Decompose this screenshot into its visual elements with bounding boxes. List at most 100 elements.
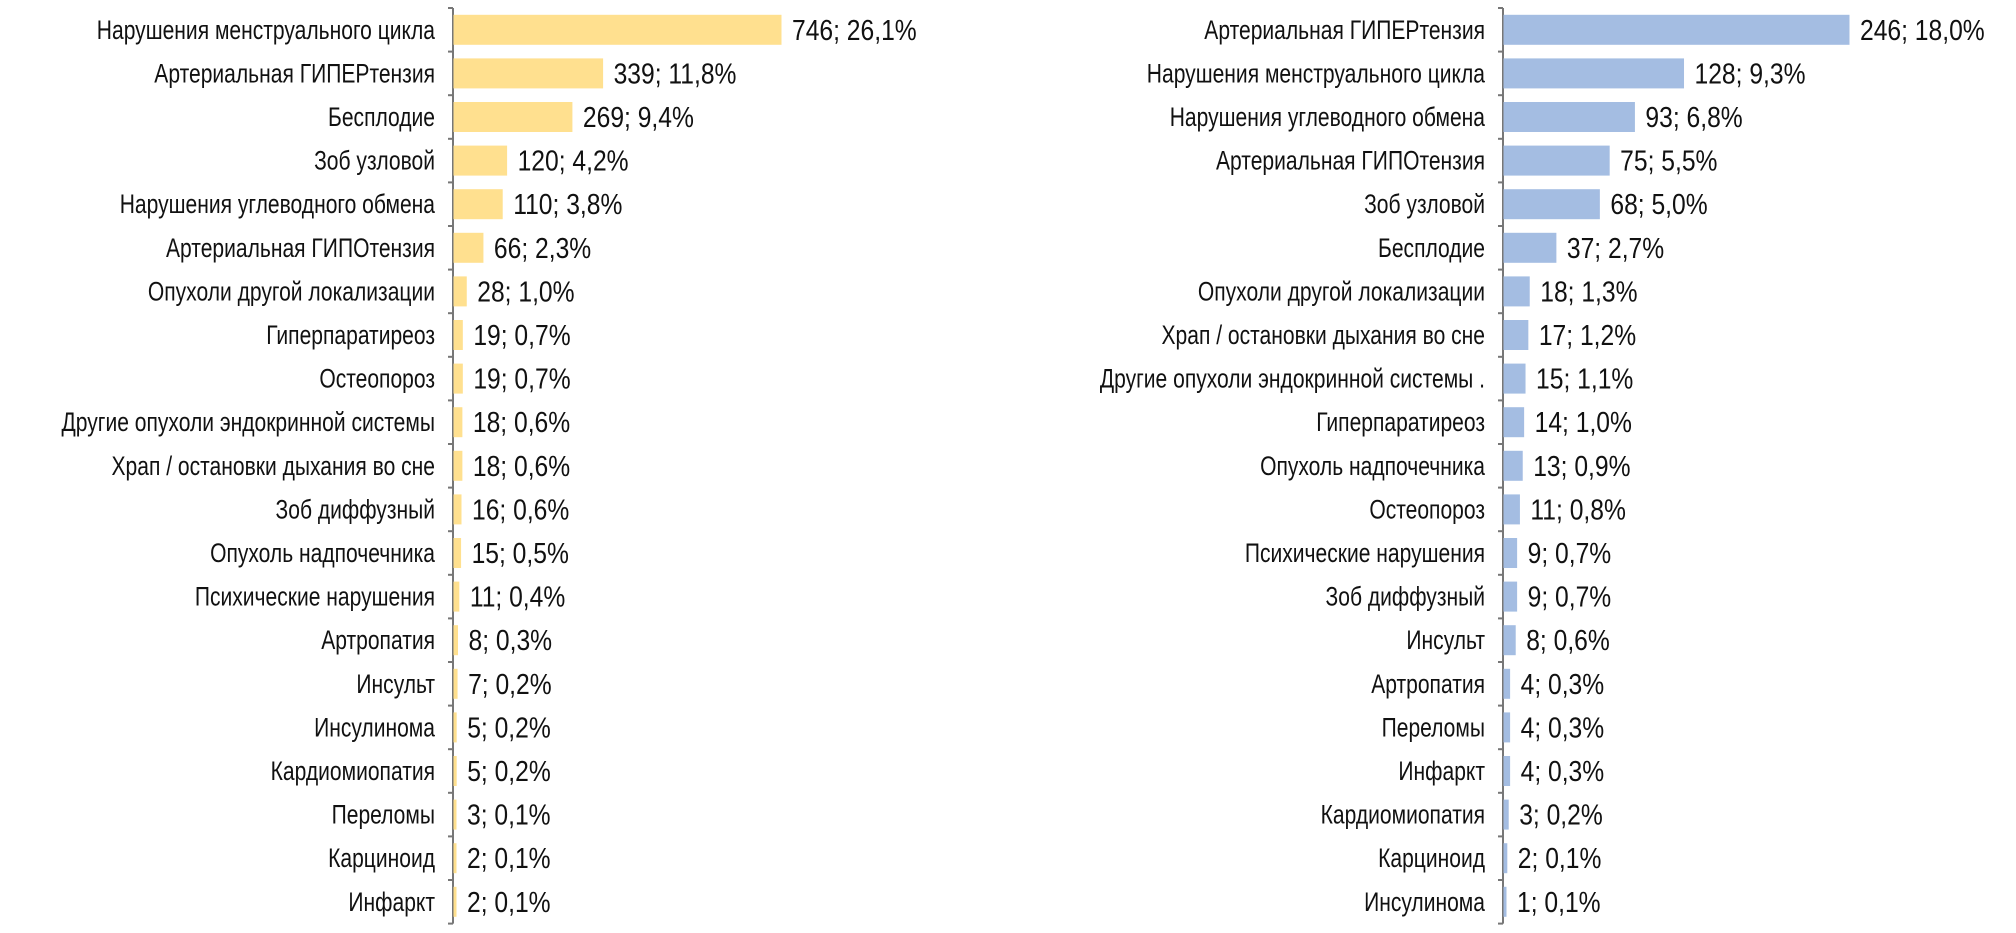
chart-1: Нарушения менструального цикла 746; 26,1%… (62, 7, 917, 925)
category-label: Опухоли другой локализации (148, 277, 435, 307)
category-label: Артериальная ГИПОтензия (166, 233, 435, 263)
category-label: Психические нарушения (1245, 539, 1485, 569)
bar (1503, 363, 1526, 394)
bar (453, 320, 463, 350)
category-label: Гиперпаратиреоз (1316, 408, 1485, 438)
data-label: 269; 9,4% (583, 101, 694, 133)
bar (1503, 538, 1518, 568)
bar (1503, 320, 1529, 350)
data-label: 3; 0,1% (467, 799, 551, 831)
bar (1503, 843, 1508, 874)
bar (1503, 712, 1511, 743)
category-label: Опухоль надпочечника (210, 539, 435, 569)
bar (453, 363, 463, 394)
category-label: Зоб диффузный (276, 495, 435, 525)
data-label: 9; 0,7% (1528, 537, 1612, 569)
category-label: Переломы (332, 800, 435, 830)
bar (453, 843, 457, 874)
data-label: 3; 0,2% (1519, 799, 1603, 831)
bar (1503, 232, 1557, 263)
category-label: Кардиомиопатия (1321, 800, 1485, 830)
category-label: Нарушения менструального цикла (1147, 59, 1486, 89)
category-label: Нарушения углеводного обмена (120, 190, 436, 220)
bar (1503, 799, 1509, 830)
category-label: Карциноид (328, 844, 435, 874)
bar (453, 625, 459, 656)
bar (453, 58, 604, 89)
category-label: Переломы (1382, 713, 1485, 743)
bar (453, 276, 467, 307)
category-label: Остеопороз (319, 364, 435, 394)
category-label: Инсульт (356, 669, 435, 699)
bar (453, 450, 463, 481)
bar (453, 538, 462, 568)
bar (1503, 407, 1525, 438)
category-label: Артериальная ГИПЕРтензия (1204, 15, 1485, 45)
category-label: Остеопороз (1369, 495, 1485, 525)
bar (1503, 581, 1518, 612)
bar (453, 712, 457, 743)
data-label: 246; 18,0% (1860, 14, 1985, 46)
bar (1503, 58, 1685, 89)
data-label: 11; 0,8% (1530, 494, 1625, 526)
bar (1503, 276, 1530, 307)
category-label: Зоб узловой (314, 146, 435, 176)
bar (453, 886, 457, 917)
data-label: 14; 1,0% (1535, 406, 1632, 438)
category-label: Зоб узловой (1364, 190, 1485, 220)
bar (453, 756, 457, 786)
data-label: 5; 0,2% (467, 755, 551, 787)
category-label: Инфаркт (1398, 757, 1485, 787)
bar (453, 232, 484, 263)
bar (1503, 886, 1507, 917)
bar (453, 668, 458, 699)
data-label: 15; 0,5% (472, 537, 569, 569)
data-label: 68; 5,0% (1610, 188, 1707, 220)
data-label: 2; 0,1% (467, 842, 551, 874)
data-label: 13; 0,9% (1533, 450, 1630, 482)
category-label: Храп / остановки дыхания во сне (111, 451, 435, 481)
data-label: 746; 26,1% (792, 14, 917, 46)
bar (1503, 450, 1523, 481)
bar (1503, 756, 1511, 786)
category-label: Бесплодие (328, 103, 435, 133)
bar (453, 189, 503, 220)
bar (453, 14, 782, 45)
data-label: 11; 0,4% (470, 581, 565, 613)
data-label: 15; 1,1% (1536, 363, 1633, 395)
category-label: Опухоль надпочечника (1260, 451, 1485, 481)
category-label: Артериальная ГИПЕРтензия (154, 59, 435, 89)
category-label: Нарушения углеводного обмена (1170, 103, 1486, 133)
data-label: 1; 0,1% (1517, 886, 1601, 918)
bar (453, 494, 462, 525)
data-label: 17; 1,2% (1539, 319, 1636, 351)
data-label: 19; 0,7% (473, 363, 570, 395)
category-label: Зоб диффузный (1326, 582, 1485, 612)
data-label: 7; 0,2% (468, 668, 552, 700)
category-label: Инсульт (1406, 626, 1485, 656)
data-label: 18; 1,3% (1540, 276, 1637, 308)
category-label: Артропатия (1371, 669, 1485, 699)
bar (1503, 189, 1600, 220)
data-label: 75; 5,5% (1620, 145, 1717, 177)
category-label: Опухоли другой локализации (1198, 277, 1485, 307)
category-label: Другие опухоли эндокринной системы (62, 408, 435, 438)
bar (1503, 494, 1520, 525)
category-label: Карциноид (1378, 844, 1485, 874)
bar (1503, 145, 1610, 176)
category-label: Инсулинома (314, 713, 435, 743)
category-label: Психические нарушения (195, 582, 435, 612)
data-label: 120; 4,2% (518, 145, 629, 177)
category-label: Другие опухоли эндокринной системы . (1100, 364, 1485, 394)
data-label: 5; 0,2% (467, 712, 551, 744)
bar (1503, 102, 1635, 132)
category-label: Артериальная ГИПОтензия (1216, 146, 1485, 176)
data-label: 2; 0,1% (1518, 842, 1602, 874)
data-label: 28; 1,0% (477, 276, 574, 308)
data-label: 4; 0,3% (1521, 712, 1605, 744)
data-label: 8; 0,3% (469, 624, 553, 656)
data-label: 18; 0,6% (473, 406, 570, 438)
category-label: Кардиомиопатия (271, 757, 435, 787)
data-label: 19; 0,7% (473, 319, 570, 351)
